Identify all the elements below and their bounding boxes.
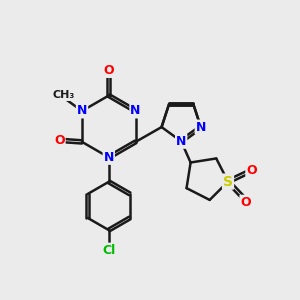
Text: Cl: Cl bbox=[102, 244, 116, 256]
Text: N: N bbox=[196, 121, 206, 134]
Text: O: O bbox=[246, 164, 257, 177]
Text: N: N bbox=[77, 104, 87, 118]
Text: N: N bbox=[176, 135, 186, 148]
Text: S: S bbox=[223, 175, 233, 189]
Text: N: N bbox=[103, 151, 114, 164]
Text: O: O bbox=[103, 64, 114, 77]
Text: O: O bbox=[54, 134, 64, 147]
Text: CH₃: CH₃ bbox=[52, 90, 75, 100]
Text: N: N bbox=[130, 104, 141, 118]
Text: O: O bbox=[240, 196, 251, 209]
